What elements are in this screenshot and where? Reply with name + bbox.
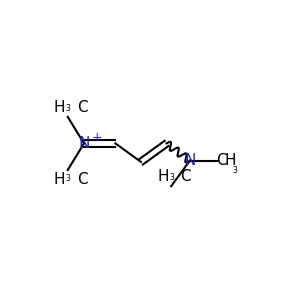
Text: N: N: [184, 153, 196, 168]
Text: H: H: [54, 172, 65, 187]
Text: C: C: [77, 172, 88, 187]
Text: H: H: [54, 100, 65, 115]
Text: H: H: [158, 169, 169, 184]
Text: $_3$: $_3$: [232, 164, 238, 177]
Text: C: C: [77, 100, 88, 115]
Text: C: C: [181, 169, 191, 184]
Text: +: +: [92, 131, 102, 144]
Text: $_3$: $_3$: [65, 102, 72, 115]
Text: C: C: [217, 153, 227, 168]
Text: $_3$: $_3$: [169, 171, 175, 184]
Text: N: N: [78, 136, 90, 151]
Text: H: H: [225, 153, 236, 168]
Text: $_3$: $_3$: [65, 172, 72, 185]
